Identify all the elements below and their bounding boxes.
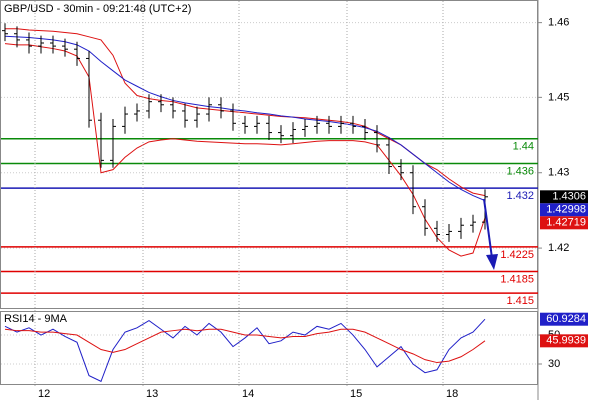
level-label: 1.44 [513, 141, 534, 153]
series-line [4, 43, 486, 257]
last-value-box [540, 334, 588, 348]
arrow-head [486, 254, 498, 270]
rsi-panel [0, 311, 538, 385]
arrow-shaft [483, 198, 493, 259]
x-tick-label: 13 [146, 388, 158, 400]
last-value-label: 60.9284 [546, 313, 586, 325]
last-value-box [540, 203, 588, 217]
last-value-label: 1.42998 [546, 204, 586, 216]
series-line [4, 328, 486, 364]
x-tick-label: 15 [350, 388, 362, 400]
level-label: 1.415 [506, 295, 534, 307]
rsi-title: RSI14 - 9MA [4, 313, 68, 325]
y-tick-label: 1.46 [548, 17, 569, 29]
level-label: 1.4225 [500, 249, 534, 261]
last-value-box [540, 312, 588, 326]
level-label: 1.436 [506, 165, 534, 177]
x-tick-label: 12 [38, 388, 50, 400]
last-value-box [540, 216, 588, 230]
y-tick-label: 1.43 [548, 167, 569, 179]
x-tick-label: 18 [446, 388, 458, 400]
level-label: 1.4185 [500, 273, 534, 285]
y-tick-label: 30 [548, 358, 560, 370]
level-label: 1.432 [506, 190, 534, 202]
y-tick-label: 1.45 [548, 91, 569, 103]
series-line [4, 318, 486, 383]
last-value-label: 45.9939 [546, 335, 586, 347]
last-value-box [540, 190, 588, 204]
last-value-label: 1.4306 [552, 191, 586, 203]
forecast-arrow [483, 198, 498, 270]
y-tick-label: 1.42 [548, 242, 569, 254]
series-line [4, 35, 486, 202]
chart-title: GBP/USD - 30min - 09:21:48 (UTC+2) [4, 3, 191, 15]
x-tick-label: 14 [242, 388, 254, 400]
last-value-label: 1.42719 [546, 217, 586, 229]
